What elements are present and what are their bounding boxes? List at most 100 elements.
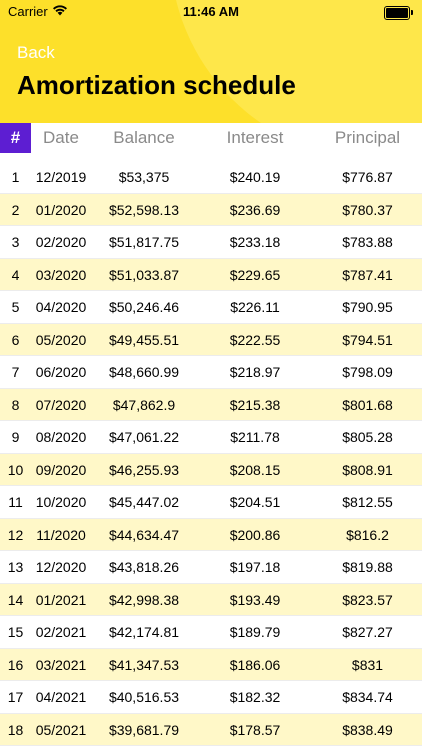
row-principal: $801.68 [342,396,393,413]
row-number: 11 [8,494,23,510]
table-row[interactable]: 2 01/2020 $52,598.13 $236.69 $780.37 [0,193,422,226]
row-principal: $834.74 [342,689,393,705]
row-number: 10 [7,461,24,478]
column-header-principal[interactable]: Principal [313,123,422,153]
row-interest: $218.97 [229,364,281,380]
row-principal: $808.91 [342,461,393,478]
wifi-icon [53,5,67,16]
row-balance: $44,634.47 [108,526,180,543]
row-balance: $52,598.13 [108,201,180,218]
row-balance: $45,447.02 [108,494,180,510]
column-header-number[interactable]: # [0,123,31,153]
column-header-interest[interactable]: Interest [197,123,313,153]
table-row[interactable]: 6 05/2020 $49,455.51 $222.55 $794.51 [0,323,422,356]
row-date: 03/2020 [35,266,87,283]
battery-icon [384,6,413,20]
table-row[interactable]: 11 10/2020 $45,447.02 $204.51 $812.55 [0,486,422,519]
row-date: 12/2019 [35,169,87,185]
row-interest: $222.55 [229,331,281,348]
table-row[interactable]: 9 08/2020 $47,061.22 $211.78 $805.28 [0,421,422,454]
row-principal: $805.28 [342,429,393,445]
table-row[interactable]: 15 02/2021 $42,174.81 $189.79 $827.27 [0,616,422,649]
table-row[interactable]: 17 04/2021 $40,516.53 $182.32 $834.74 [0,681,422,714]
row-date: 08/2020 [35,429,87,445]
row-balance: $49,455.51 [108,331,180,348]
row-date: 05/2020 [35,331,87,348]
row-balance: $42,998.38 [108,591,180,608]
table-header: # Date Balance Interest Principal [0,123,422,153]
row-principal: $812.55 [342,494,393,510]
row-balance: $42,174.81 [108,624,180,640]
row-number: 12 [7,526,24,543]
row-date: 06/2020 [35,364,87,380]
row-interest: $200.86 [229,526,281,543]
row-principal: $823.57 [342,591,393,608]
row-interest: $215.38 [229,396,281,413]
table-row[interactable]: 18 05/2021 $39,681.79 $178.57 $838.49 [0,713,422,746]
table-row[interactable]: 16 03/2021 $41,347.53 $186.06 $831 [0,648,422,681]
row-date: 02/2020 [35,234,87,250]
row-principal: $776.87 [342,169,393,185]
row-number: 3 [11,234,20,250]
table-row[interactable]: 3 02/2020 $51,817.75 $233.18 $783.88 [0,226,422,259]
row-principal: $838.49 [342,721,393,738]
table-row[interactable]: 13 12/2020 $43,818.26 $197.18 $819.88 [0,551,422,584]
row-balance: $43,818.26 [108,559,180,575]
row-date: 01/2021 [35,591,87,608]
carrier-label: Carrier [8,4,48,19]
row-balance: $48,660.99 [108,364,180,380]
row-number: 2 [11,201,20,218]
row-date: 03/2021 [35,656,87,673]
row-number: 18 [7,721,24,738]
row-date: 04/2020 [35,299,87,315]
row-interest: $186.06 [229,656,281,673]
table-row[interactable]: 14 01/2021 $42,998.38 $193.49 $823.57 [0,583,422,616]
row-number: 1 [11,169,20,185]
row-number: 13 [7,559,24,575]
table-row[interactable]: 1 12/2019 $53,375 $240.19 $776.87 [0,161,422,194]
row-interest: $226.11 [230,299,280,315]
row-balance: $51,817.75 [108,234,180,250]
row-principal: $798.09 [342,364,393,380]
table-row[interactable]: 10 09/2020 $46,255.93 $208.15 $808.91 [0,453,422,486]
row-number: 4 [11,266,20,283]
row-number: 9 [11,429,20,445]
row-principal: $783.88 [342,234,393,250]
row-number: 7 [11,364,20,380]
column-header-date[interactable]: Date [31,123,91,153]
page-title: Amortization schedule [17,70,296,100]
row-balance: $46,255.93 [108,461,180,478]
row-principal: $787.41 [342,266,393,283]
row-date: 12/2020 [35,559,87,575]
row-number: 15 [7,624,24,640]
table-row[interactable]: 7 06/2020 $48,660.99 $218.97 $798.09 [0,356,422,389]
row-principal: $827.27 [342,624,393,640]
row-balance: $53,375 [118,169,170,185]
row-interest: $178.57 [229,721,281,738]
row-interest: $208.15 [229,461,281,478]
back-button[interactable]: Back [17,43,55,62]
row-number: 16 [7,656,24,673]
clock: 11:46 AM [183,4,239,19]
row-principal: $819.88 [342,559,393,575]
column-header-balance[interactable]: Balance [91,123,197,153]
table-row[interactable]: 8 07/2020 $47,862.9 $215.38 $801.68 [0,388,422,421]
row-balance: $41,347.53 [108,656,180,673]
row-date: 09/2020 [35,461,87,478]
row-interest: $182.32 [229,689,281,705]
row-date: 02/2021 [35,624,87,640]
table-row[interactable]: 4 03/2020 $51,033.87 $229.65 $787.41 [0,258,422,291]
row-interest: $197.18 [229,559,281,575]
row-date: 10/2020 [35,494,87,510]
row-interest: $211.78 [230,429,280,445]
row-balance: $47,061.22 [108,429,180,445]
row-date: 07/2020 [35,396,87,413]
table-row[interactable]: 12 11/2020 $44,634.47 $200.86 $816.2 [0,518,422,551]
table-row[interactable]: 5 04/2020 $50,246.46 $226.11 $790.95 [0,291,422,324]
row-number: 14 [7,591,24,608]
row-principal: $816.2 [346,526,389,543]
row-principal: $780.37 [342,201,393,218]
status-bar: Carrier 11:46 AM [0,0,422,24]
row-interest: $233.18 [229,234,281,250]
row-number: 17 [7,689,24,705]
